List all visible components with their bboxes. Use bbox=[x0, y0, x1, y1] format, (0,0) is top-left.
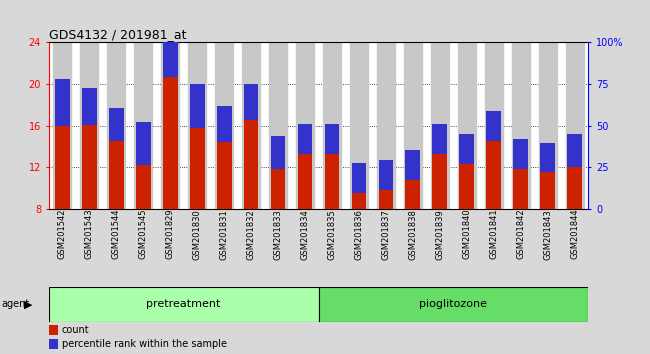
Bar bbox=[135, 42, 152, 209]
Text: pioglitozone: pioglitozone bbox=[419, 299, 488, 309]
Bar bbox=[244, 120, 259, 209]
Text: GSM201837: GSM201837 bbox=[382, 209, 391, 260]
Text: percentile rank within the sample: percentile rank within the sample bbox=[62, 339, 227, 349]
Bar bbox=[485, 42, 502, 209]
Bar bbox=[323, 42, 341, 209]
Text: GSM201832: GSM201832 bbox=[246, 209, 255, 259]
Bar bbox=[162, 77, 177, 209]
Text: pretreatment: pretreatment bbox=[146, 299, 221, 309]
Bar bbox=[215, 42, 233, 209]
Bar bbox=[298, 154, 313, 209]
Bar bbox=[514, 169, 528, 209]
Bar bbox=[512, 42, 530, 209]
Bar bbox=[53, 42, 71, 209]
Bar bbox=[540, 172, 555, 209]
Bar bbox=[244, 84, 259, 120]
Bar bbox=[82, 88, 97, 125]
Text: GSM201842: GSM201842 bbox=[516, 209, 525, 259]
Text: GSM201833: GSM201833 bbox=[274, 209, 283, 260]
Text: GSM201830: GSM201830 bbox=[192, 209, 202, 259]
Bar bbox=[567, 167, 582, 209]
Text: GSM201543: GSM201543 bbox=[84, 209, 94, 259]
Text: GSM201836: GSM201836 bbox=[354, 209, 363, 260]
Bar bbox=[242, 42, 260, 209]
Bar bbox=[539, 42, 556, 209]
Bar bbox=[49, 339, 58, 349]
Bar bbox=[566, 42, 584, 209]
Text: GSM201834: GSM201834 bbox=[300, 209, 309, 259]
Bar bbox=[567, 134, 582, 167]
Text: GSM201838: GSM201838 bbox=[408, 209, 417, 260]
Bar bbox=[352, 193, 367, 209]
Bar bbox=[136, 122, 151, 165]
Text: ▶: ▶ bbox=[24, 299, 32, 309]
Bar bbox=[406, 180, 421, 209]
Bar bbox=[270, 136, 285, 169]
Bar bbox=[49, 325, 58, 335]
Bar bbox=[540, 143, 555, 172]
Bar bbox=[109, 108, 124, 141]
Bar bbox=[486, 141, 501, 209]
Bar bbox=[298, 124, 313, 154]
Bar bbox=[190, 85, 205, 128]
Bar bbox=[406, 150, 421, 180]
Bar bbox=[460, 164, 474, 209]
Bar bbox=[350, 42, 368, 209]
Bar bbox=[352, 163, 367, 193]
Bar bbox=[324, 124, 339, 154]
Bar bbox=[270, 169, 285, 209]
Bar bbox=[404, 42, 422, 209]
Bar bbox=[49, 287, 318, 322]
Bar bbox=[432, 124, 447, 154]
Text: GSM201544: GSM201544 bbox=[112, 209, 121, 259]
Bar bbox=[161, 42, 179, 209]
Bar bbox=[318, 287, 588, 322]
Bar bbox=[188, 42, 206, 209]
Bar bbox=[107, 42, 125, 209]
Bar bbox=[55, 79, 70, 126]
Bar bbox=[458, 42, 476, 209]
Text: GSM201839: GSM201839 bbox=[436, 209, 445, 259]
Text: agent: agent bbox=[1, 299, 29, 309]
Text: GSM201840: GSM201840 bbox=[462, 209, 471, 259]
Bar bbox=[269, 42, 287, 209]
Bar bbox=[431, 42, 448, 209]
Text: GSM201545: GSM201545 bbox=[138, 209, 148, 259]
Bar bbox=[324, 154, 339, 209]
Bar bbox=[377, 42, 395, 209]
Bar bbox=[81, 42, 98, 209]
Bar bbox=[514, 139, 528, 169]
Text: GSM201843: GSM201843 bbox=[543, 209, 552, 259]
Bar bbox=[136, 165, 151, 209]
Bar bbox=[190, 128, 205, 209]
Bar bbox=[216, 106, 231, 142]
Bar bbox=[82, 125, 97, 209]
Bar bbox=[460, 134, 474, 164]
Bar bbox=[378, 160, 393, 190]
Text: GSM201835: GSM201835 bbox=[328, 209, 337, 259]
Bar bbox=[296, 42, 314, 209]
Text: count: count bbox=[62, 325, 89, 335]
Text: GSM201829: GSM201829 bbox=[166, 209, 175, 259]
Text: GSM201831: GSM201831 bbox=[220, 209, 229, 259]
Bar bbox=[432, 154, 447, 209]
Bar bbox=[109, 141, 124, 209]
Text: GSM201542: GSM201542 bbox=[58, 209, 67, 259]
Bar bbox=[55, 126, 70, 209]
Bar bbox=[378, 190, 393, 209]
Bar bbox=[162, 34, 177, 77]
Bar bbox=[216, 142, 231, 209]
Text: GSM201844: GSM201844 bbox=[570, 209, 579, 259]
Bar bbox=[486, 111, 501, 141]
Text: GSM201841: GSM201841 bbox=[489, 209, 499, 259]
Text: GDS4132 / 201981_at: GDS4132 / 201981_at bbox=[49, 28, 187, 41]
